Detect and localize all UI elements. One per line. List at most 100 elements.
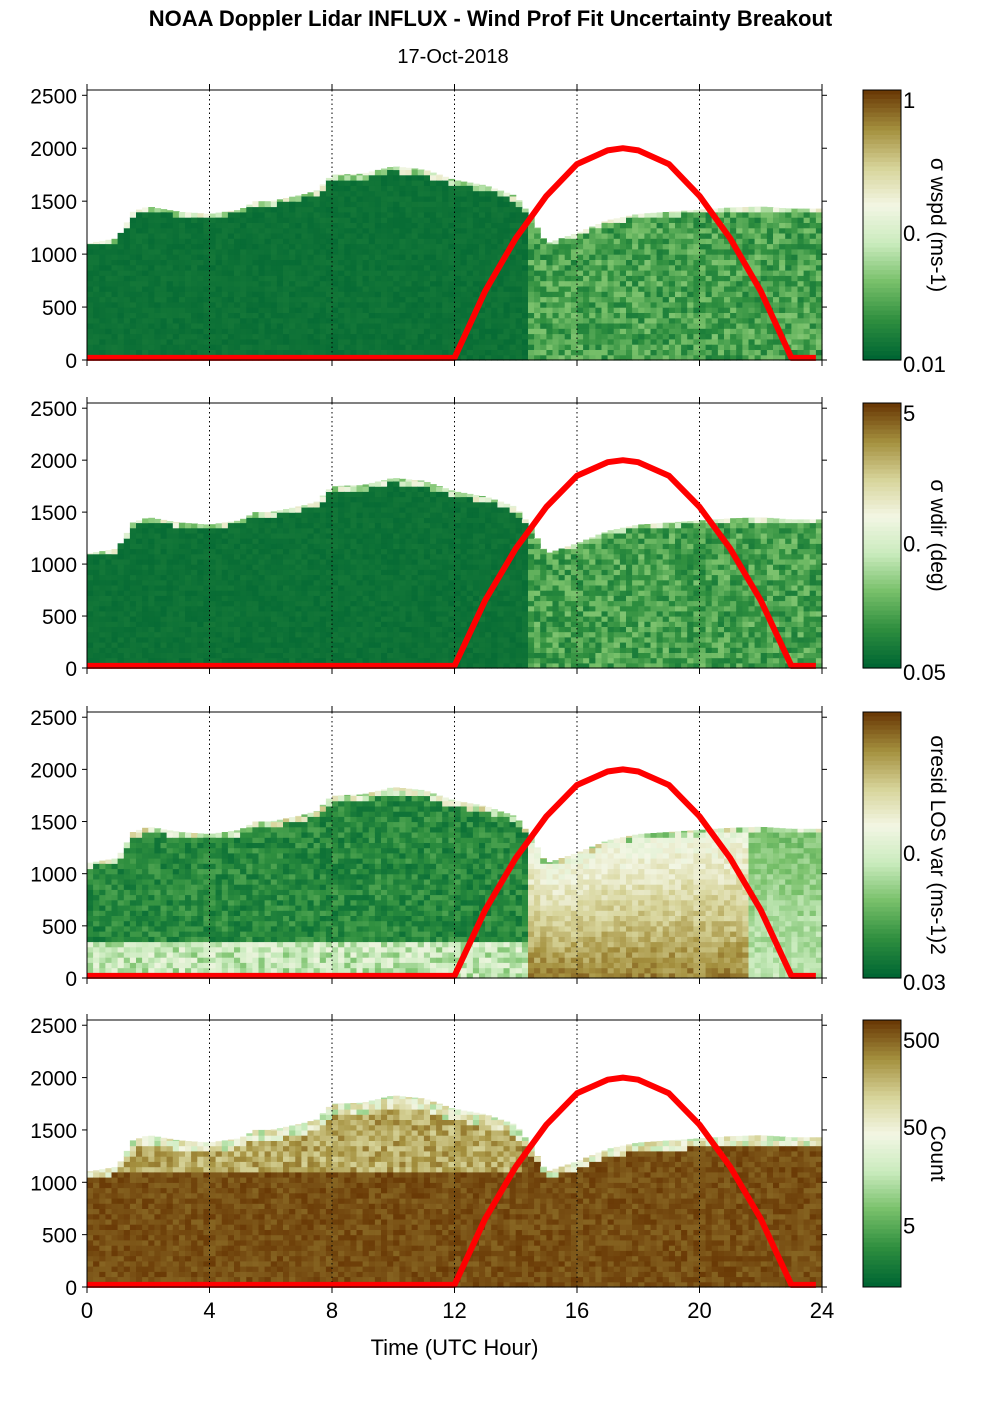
heatmap-cell (313, 538, 321, 544)
heatmap-cell (687, 349, 694, 356)
heatmap-cell (338, 538, 345, 544)
heatmap-cell (325, 333, 333, 340)
heatmap-cell (668, 248, 676, 255)
heatmap-cell (270, 338, 278, 345)
heatmap-cell (111, 605, 119, 612)
heatmap-cell (417, 190, 425, 197)
chart-title: NOAA Doppler Lidar INFLUX - Wind Prof Fi… (148, 6, 833, 31)
heatmap-cell (534, 307, 541, 313)
heatmap-cell (154, 532, 162, 539)
heatmap-cell (270, 616, 278, 622)
heatmap-cell (344, 652, 351, 659)
heatmap-cell (264, 280, 272, 287)
heatmap-cell (485, 222, 492, 229)
heatmap-cell (564, 317, 572, 324)
heatmap-cell (613, 254, 621, 260)
heatmap-cell (619, 275, 627, 282)
heatmap-cell (791, 264, 799, 271)
heatmap-cell (111, 579, 119, 586)
heatmap-cell (332, 517, 339, 524)
heatmap-cell (381, 317, 388, 324)
heatmap-cell (454, 275, 462, 282)
heatmap-cell (430, 172, 437, 176)
heatmap-cell (344, 543, 351, 550)
heatmap-cell (699, 344, 707, 350)
heatmap-cell (197, 275, 204, 282)
heatmap-cell (760, 285, 768, 292)
heatmap-cell (332, 312, 339, 319)
heatmap-cell (558, 264, 566, 271)
heatmap-cell (313, 222, 321, 229)
heatmap-cell (246, 636, 253, 643)
heatmap-cell (148, 232, 155, 239)
heatmap-cell (87, 647, 94, 653)
heatmap-cell (748, 280, 756, 287)
heatmap-cell (325, 291, 333, 298)
heatmap-cell (325, 574, 333, 581)
heatmap-cell (283, 232, 290, 239)
heatmap-cell (142, 291, 149, 298)
colorbar-segment (863, 148, 901, 154)
heatmap-cell (540, 328, 547, 335)
heatmap-cell (754, 232, 762, 239)
heatmap-cell (417, 238, 425, 245)
heatmap-cell (417, 201, 425, 208)
heatmap-cell (681, 285, 688, 292)
heatmap-cell (815, 312, 823, 319)
heatmap-cell (546, 242, 554, 245)
heatmap-cell (172, 211, 180, 218)
heatmap-cell (503, 206, 511, 213)
heatmap-cell (209, 548, 217, 555)
heatmap-cell (215, 621, 223, 627)
heatmap-cell (240, 616, 247, 622)
heatmap-cell (460, 181, 468, 186)
heatmap-cell (227, 590, 235, 596)
heatmap-cell (276, 232, 284, 239)
heatmap-cell (344, 590, 351, 596)
heatmap-cell (319, 270, 327, 276)
heatmap-cell (344, 605, 351, 612)
heatmap-cell (246, 254, 253, 260)
heatmap-cell (325, 631, 333, 638)
heatmap-cell (668, 312, 676, 319)
heatmap-cell (325, 548, 333, 555)
heatmap-cell (87, 610, 94, 617)
heatmap-cell (626, 227, 633, 234)
heatmap-cell (791, 296, 799, 303)
heatmap-cell (809, 264, 817, 271)
heatmap-cell (289, 626, 296, 633)
heatmap-cell (528, 328, 535, 335)
heatmap-cell (252, 270, 260, 276)
heatmap-cell (197, 328, 204, 335)
heatmap-cell (283, 538, 290, 544)
heatmap-cell (577, 285, 584, 292)
heatmap-cell (662, 333, 670, 340)
heatmap-cell (246, 657, 253, 664)
heatmap-cell (430, 201, 437, 208)
heatmap-cell (185, 238, 192, 245)
heatmap-cell (332, 579, 339, 586)
heatmap-cell (668, 232, 676, 239)
heatmap-cell (577, 243, 584, 250)
heatmap-cell (215, 232, 223, 239)
heatmap-cell (307, 538, 315, 544)
heatmap-cell (583, 296, 590, 303)
heatmap-cell (577, 317, 584, 324)
heatmap-cell (142, 558, 149, 565)
heatmap-cell (160, 349, 168, 356)
heatmap-cell (154, 564, 162, 570)
heatmap-cell (234, 211, 241, 218)
heatmap-cell (411, 254, 419, 260)
heatmap-cell (344, 496, 351, 503)
heatmap-cell (754, 259, 762, 266)
heatmap-cell (319, 333, 327, 340)
heatmap-cell (129, 652, 137, 659)
heatmap-cell (142, 232, 149, 239)
heatmap-cell (319, 285, 327, 292)
heatmap-cell (436, 259, 443, 266)
heatmap-cell (87, 569, 94, 576)
heatmap-cell (613, 275, 621, 282)
heatmap-cell (276, 522, 284, 529)
heatmap-cell (307, 275, 315, 282)
